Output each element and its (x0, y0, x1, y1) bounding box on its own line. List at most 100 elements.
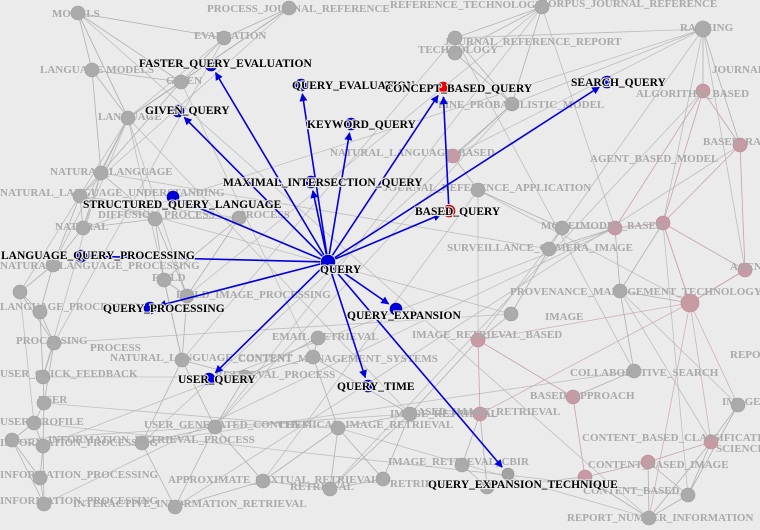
background-node (32, 304, 48, 320)
background-node (472, 406, 488, 422)
background-node (479, 479, 495, 495)
background-node (35, 369, 51, 385)
background-node-label: INTERACTIVE_INFORMATION_RETRIEVAL (73, 498, 307, 510)
background-node (577, 469, 593, 485)
graph-node-query[interactable] (320, 254, 336, 270)
background-node-label: NATURAL_LANGUAGE_CONTENT (110, 352, 293, 364)
background-node (541, 241, 557, 257)
background-node-label: USER (38, 394, 68, 406)
background-node-label: BASED_RANK (703, 136, 760, 148)
background-node-label: PROVENANCE_MANAGEMENT_TECHNOLOGY (510, 286, 760, 298)
background-node (375, 471, 391, 487)
background-node-label: CONTENT_BASED_IMAGE (588, 459, 729, 471)
graph-node-label: USER_QUERY (178, 374, 256, 386)
graph-node-label: KEYWORD_QUERY (307, 119, 417, 131)
graph-node-given-query[interactable] (171, 104, 185, 118)
graph-node-keyword-query[interactable] (344, 117, 358, 131)
background-node (454, 457, 470, 473)
background-node-label: AGENT (730, 261, 760, 273)
graph-node-faster-query-evaluation[interactable] (204, 58, 218, 72)
highlighted-label-layer: FASTER_QUERY_EVALUATION QUERY_EVALUATION G… (0, 57, 668, 492)
background-node (703, 434, 719, 450)
graph-node-query-expansion[interactable] (389, 302, 403, 316)
graph-edge (299, 93, 328, 255)
background-node (75, 220, 91, 236)
background-node (147, 211, 163, 227)
background-node (503, 306, 519, 322)
background-node-label: MODEL_BASED (580, 220, 664, 232)
background-node-label: REFERENCE_TECHNOLOGY (390, 0, 543, 11)
background-node (46, 335, 62, 351)
background-node-label: TECHNOLOGY (418, 44, 498, 56)
background-node (534, 0, 550, 15)
graph-node-structured-query-language[interactable] (166, 190, 180, 204)
graph-node-label: QUERY_PROCESSING (103, 303, 225, 315)
background-node-label: LANGUAGE_PROCESSING (0, 301, 141, 313)
background-node-label: PROCESS_JOURNAL_REFERENCE (207, 3, 390, 15)
graph-edge (89, 252, 321, 263)
background-node (402, 406, 418, 422)
background-node-label: INFORMATION_PROCESSING (0, 469, 159, 481)
background-node (207, 419, 223, 435)
background-node (237, 369, 253, 385)
background-node-layer (4, 0, 753, 526)
graph-node-based-query[interactable] (442, 204, 456, 218)
graph-node-label: QUERY_TIME (337, 381, 415, 393)
background-node (641, 510, 657, 526)
graph-node-language-query-processing[interactable] (74, 249, 88, 263)
background-edge-layer (11, 6, 747, 519)
graph-edge (329, 269, 367, 379)
background-node-label: LANGUAGE (98, 111, 162, 123)
graph-node-label: CONCEPT_BASED_QUERY (385, 83, 533, 95)
background-node-label: BASED_IMAGE_RETRIEVAL (410, 406, 560, 418)
background-node (730, 397, 746, 413)
background-node (84, 62, 100, 78)
graph-node-query-processing[interactable] (143, 301, 157, 315)
graph-node-label: SEARCH_QUERY (571, 77, 666, 89)
background-node-label: GIVEN (166, 75, 202, 87)
graph-node-label: QUERY_EXPANSION (347, 310, 461, 322)
graph-node-concept-based-query[interactable] (436, 81, 450, 95)
background-node (156, 272, 172, 288)
background-node (216, 30, 232, 46)
background-node-label: IMAGE_RETRIEVAL_CBIR (388, 456, 530, 468)
graph-node-label: QUERY (320, 264, 362, 276)
graph-node-query-expansion-technique[interactable] (501, 467, 515, 481)
background-node (470, 332, 486, 348)
background-node-label: RETRIEVAL (290, 481, 354, 493)
highlighted-node-layer[interactable] (74, 58, 614, 481)
background-node (173, 74, 189, 90)
background-node-label: CONTENT_BASED (583, 485, 680, 497)
background-node (35, 438, 51, 454)
graph-node-label: FASTER_QUERY_EVALUATION (139, 58, 312, 70)
background-node (167, 499, 183, 515)
graph-node-query-time[interactable] (361, 379, 375, 393)
graph-node-query-evaluation[interactable] (294, 78, 308, 92)
graph-node-user-query[interactable] (202, 372, 216, 386)
background-node (45, 257, 61, 273)
background-node (36, 395, 52, 411)
background-node-label: IMAGE_RETRIEVAL_BASED (412, 329, 562, 341)
graph-node-search-query[interactable] (600, 75, 614, 89)
background-node-label: NATURAL_LANGUAGE_PROCESSING (0, 260, 200, 272)
graph-node-maximal-intersection-query[interactable] (304, 175, 318, 189)
graph-edge (214, 72, 325, 256)
background-node-label: AGENT_BASED_MODEL (590, 153, 718, 165)
background-node-label: NATURAL (55, 221, 109, 233)
graph-edge (335, 213, 442, 260)
background-node (470, 182, 486, 198)
background-node (330, 420, 346, 436)
background-node-label: REPORT (730, 349, 760, 361)
background-node-label: MODELS (52, 8, 100, 20)
graph-edge (183, 116, 323, 257)
graph-edge (439, 96, 450, 205)
background-node-label: INFORMATION_PROCESSING (0, 437, 159, 449)
background-node (554, 220, 570, 236)
background-node-label: APPROXIMATE_TEXTUAL_RETRIEVAL (168, 474, 378, 486)
background-node (612, 283, 628, 299)
background-node-label: CORPUS_JOURNAL_REFERENCE (540, 0, 717, 10)
highlighted-edge-layer (89, 72, 601, 468)
